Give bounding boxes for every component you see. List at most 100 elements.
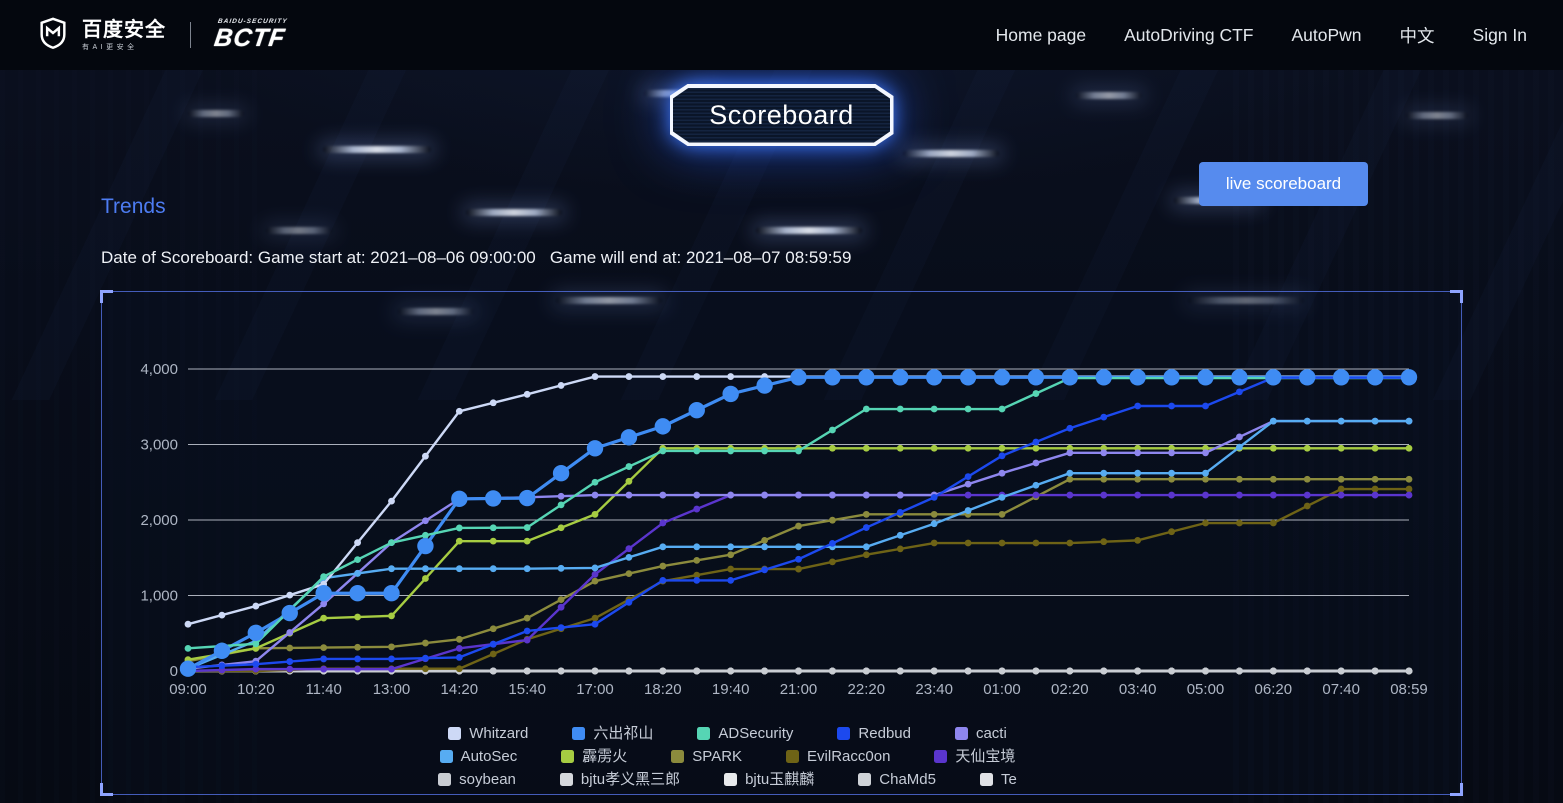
panel-corner-bracket	[100, 783, 113, 796]
legend-label: 天仙宝境	[955, 748, 1016, 765]
y-axis-tick-label: 3,000	[140, 437, 178, 454]
legend-swatch	[559, 773, 573, 786]
panel-corner-bracket	[1450, 783, 1463, 796]
section-title-trends: Trends	[101, 195, 166, 218]
legend-item-2[interactable]: ADSecurity	[697, 724, 793, 743]
x-axis-tick-label: 19:40	[712, 681, 750, 698]
legend-label: cacti	[975, 725, 1007, 742]
ceiling-light	[1406, 112, 1468, 119]
legend-swatch	[724, 773, 738, 786]
nav-item-autodriving-ctf[interactable]: AutoDriving CTF	[1124, 24, 1254, 45]
nav-item-sign-in[interactable]: Sign In	[1472, 24, 1527, 45]
legend-swatch	[561, 750, 575, 763]
ceiling-light	[903, 150, 999, 157]
legend-label: ChaMd5	[879, 771, 936, 788]
ceiling-light	[266, 227, 332, 234]
ceiling-light	[323, 146, 431, 153]
main-nav: Home page AutoDriving CTF AutoPwn 中文 Sig…	[996, 23, 1527, 48]
series-line-9	[187, 493, 1409, 673]
scoreboard-date-line: Date of Scoreboard: Game start at: 2021–…	[101, 248, 852, 267]
x-axis-tick-label: 09:00	[169, 681, 207, 698]
brand-wordmark: 百度安全 有AI更安全	[82, 20, 166, 51]
series-line-8	[188, 487, 1409, 673]
legend-label: bjtu玉麒麟	[745, 771, 815, 788]
series-markers-2	[184, 374, 1413, 652]
brand-slogan: 有AI更安全	[82, 43, 138, 51]
x-axis-tick-label: 10:20	[237, 681, 275, 698]
series-line-0	[187, 375, 1409, 626]
legend-item-12[interactable]: bjtu玉麒麟	[724, 770, 814, 789]
brand-name-cn: 百度安全	[82, 18, 166, 41]
x-axis-tick-label: 22:20	[848, 681, 886, 698]
x-axis-tick-label: 17:00	[576, 681, 614, 698]
navbar: 百度安全 有AI更安全 BAIDU-SECURITY BCTF Home pag…	[0, 0, 1563, 70]
chart-legend: Whitzard 六出祁山 ADSecurity Redbud cacti AutoSec…	[102, 724, 1353, 789]
legend-label: bjtu孝义黑三郎	[580, 771, 681, 788]
legend-item-14[interactable]: Te	[979, 770, 1017, 789]
series-markers-1	[179, 369, 1418, 677]
legend-item-13[interactable]: ChaMd5	[858, 770, 936, 789]
x-axis-tick-label: 21:00	[780, 681, 818, 698]
legend-swatch	[934, 750, 948, 763]
y-axis-tick-label: 4,000	[140, 361, 178, 378]
legend-label: EvilRacc0on	[807, 748, 891, 765]
x-axis-tick-label: 11:40	[305, 681, 341, 698]
y-axis-tick-label: 1,000	[140, 588, 178, 605]
live-scoreboard-button[interactable]: live scoreboard	[1199, 162, 1368, 206]
series-line-2	[187, 376, 1409, 650]
legend-item-3[interactable]: Redbud	[837, 724, 911, 743]
bctf-logo-text: BCTF	[212, 23, 288, 52]
legend-label: ADSecurity	[718, 725, 794, 742]
legend-swatch	[438, 773, 452, 786]
legend-item-9[interactable]: 天仙宝境	[934, 747, 1015, 766]
nav-item-home-page[interactable]: Home page	[995, 24, 1087, 45]
legend-row: Whitzard 六出祁山 ADSecurity Redbud cacti	[448, 724, 1007, 743]
scoreboard-title-plaque: Scoreboard	[669, 84, 894, 146]
nav-item-autopwn[interactable]: AutoPwn	[1291, 24, 1362, 45]
trends-line-chart: 0 1,000 2,000 3,000 4,000 09:00 10:20 11:40 13:0…	[140, 361, 1427, 698]
legend-label: 霹雳火	[582, 748, 628, 765]
legend-item-1[interactable]: 六出祁山	[572, 724, 653, 743]
x-axis-tick-label: 15:40	[508, 681, 546, 698]
page-title: Scoreboard	[709, 99, 854, 130]
trends-chart-panel: 0 1,000 2,000 3,000 4,000 09:00 10:20 11:40 13:0…	[100, 290, 1463, 796]
bctf-logo: BAIDU-SECURITY BCTF	[212, 18, 288, 52]
legend-label: Redbud	[858, 725, 911, 742]
x-axis-tick-label: 14:20	[441, 681, 479, 698]
y-axis-tick-label: 2,000	[140, 512, 178, 529]
legend-swatch	[954, 727, 968, 740]
legend-item-4[interactable]: cacti	[954, 724, 1007, 743]
legend-item-8[interactable]: EvilRacc0on	[786, 747, 890, 766]
legend-row: soybean bjtu孝义黑三郎 bjtu玉麒麟 ChaMd5 Te	[438, 770, 1017, 789]
series-markers-0	[184, 373, 1413, 628]
brand-divider	[190, 22, 191, 48]
legend-swatch	[858, 773, 872, 786]
legend-swatch	[837, 727, 851, 740]
panel-corner-bracket	[1450, 290, 1463, 303]
panel-corner-bracket	[100, 290, 113, 303]
legend-item-11[interactable]: bjtu孝义黑三郎	[559, 770, 681, 789]
x-axis-tick-label: 23:40	[915, 681, 953, 698]
plaque-frame: Scoreboard	[669, 84, 894, 146]
legend-label: Te	[1000, 771, 1017, 788]
nav-item-language-toggle[interactable]: 中文	[1399, 25, 1435, 46]
brand-logo[interactable]: 百度安全 有AI更安全 BAIDU-SECURITY BCTF	[36, 16, 288, 55]
legend-item-10[interactable]: soybean	[438, 770, 516, 789]
x-axis-tick-label: 03:40	[1119, 681, 1157, 698]
y-axis-tick-label: 0	[170, 663, 178, 680]
plaque-inner: Scoreboard	[673, 87, 890, 143]
legend-item-5[interactable]: AutoSec	[439, 747, 518, 766]
legend-item-7[interactable]: SPARK	[671, 747, 742, 766]
legend-swatch	[979, 773, 993, 786]
legend-label: 六出祁山	[593, 725, 654, 742]
legend-swatch	[697, 727, 711, 740]
legend-item-0[interactable]: Whitzard	[448, 724, 528, 743]
x-axis-tick-label: 05:00	[1187, 681, 1225, 698]
x-axis-tick-label: 13:00	[373, 681, 411, 698]
legend-swatch	[439, 750, 453, 763]
legend-item-6[interactable]: 霹雳火	[561, 747, 627, 766]
legend-swatch	[671, 750, 685, 763]
legend-label: AutoSec	[460, 748, 518, 765]
legend-label: Whitzard	[469, 725, 529, 742]
